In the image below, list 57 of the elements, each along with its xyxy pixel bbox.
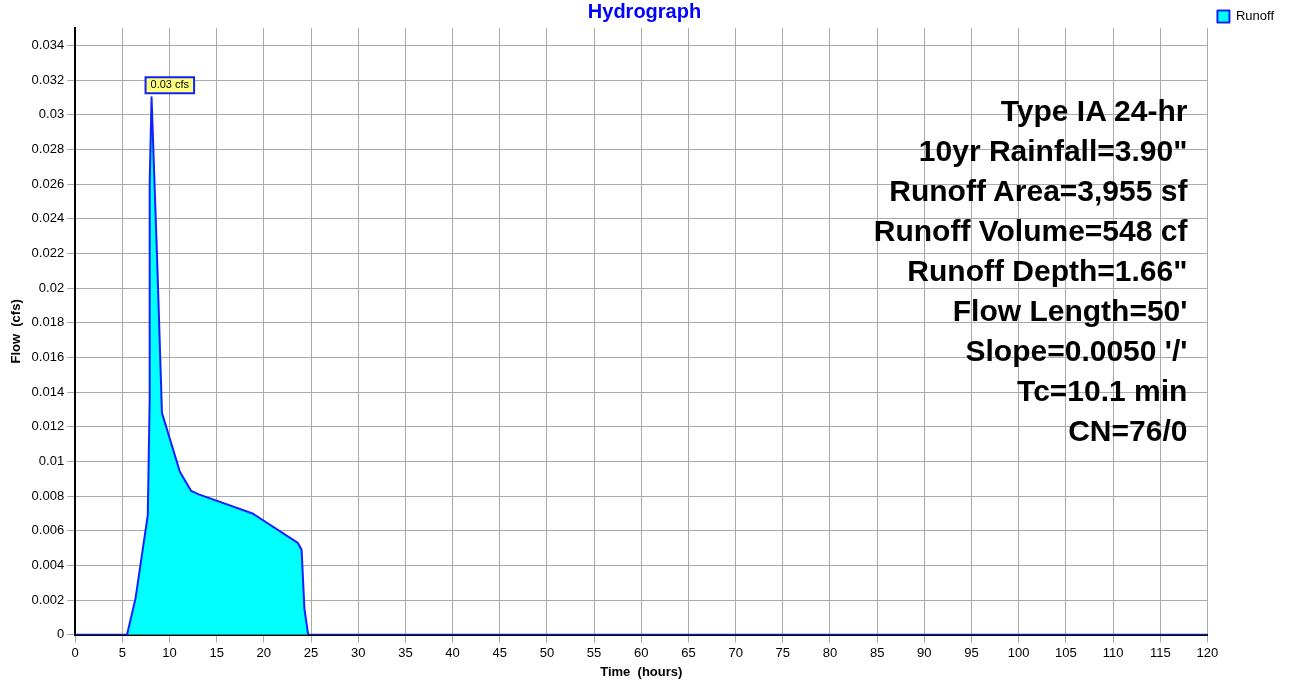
annotation: Runoff Area=3,955 sf: [889, 174, 1189, 208]
y-tick-label: 0.03: [38, 106, 65, 122]
y-tick-label: 0.002: [31, 591, 65, 607]
y-tick-label: 0.02: [38, 279, 65, 295]
y-tick-label: 0.024: [31, 210, 65, 226]
x-tick-label: 25: [303, 645, 319, 661]
y-tick-label: 0.014: [31, 383, 65, 399]
x-tick-label: 0: [71, 645, 79, 661]
y-tick-label: 0.032: [31, 71, 65, 87]
x-tick-label: 90: [917, 645, 932, 661]
x-tick-label: 60: [634, 645, 649, 661]
annotation: 0.03 cfs: [150, 78, 190, 91]
annotation: 10yr Rainfall=3.90": [918, 134, 1188, 168]
x-tick-label: 120: [1196, 645, 1219, 661]
x-tick-label: 80: [822, 645, 838, 661]
x-axis-title: Time (hours): [600, 663, 683, 679]
y-tick-label: 0.012: [31, 418, 65, 434]
y-tick-label: 0.034: [31, 36, 65, 52]
x-tick-label: 45: [492, 645, 507, 661]
y-tick-label: 0.016: [31, 348, 65, 364]
x-tick-label: 95: [964, 645, 979, 661]
annotation: CN=76/0: [1068, 414, 1188, 448]
y-tick-label: 0.006: [31, 522, 65, 538]
x-tick-label: 20: [256, 645, 272, 661]
x-tick-label: 35: [398, 645, 413, 661]
x-tick-label: 5: [118, 645, 126, 661]
annotation: Slope=0.0050 '/': [965, 334, 1188, 368]
x-tick-label: 40: [445, 645, 460, 661]
annotation: Flow Length=50': [952, 294, 1188, 328]
y-tick-label: 0.022: [31, 244, 65, 260]
x-tick-label: 75: [775, 645, 791, 661]
y-tick-label: 0.026: [31, 175, 65, 191]
annotation: Tc=10.1 min: [1017, 374, 1188, 408]
y-tick-label: 0: [56, 626, 65, 642]
y-tick-label: 0.028: [31, 140, 65, 156]
y-tick-label: 0.004: [31, 557, 65, 573]
legend-label: Runoff: [1235, 8, 1275, 24]
y-tick-label: 0.018: [31, 314, 65, 330]
x-tick-label: 105: [1055, 645, 1077, 661]
y-tick-label: 0.008: [31, 487, 65, 503]
annotation: Runoff Volume=548 cf: [873, 214, 1189, 248]
x-tick-label: 15: [209, 645, 224, 661]
chart-title: Hydrograph: [587, 0, 702, 22]
x-tick-label: 85: [869, 645, 885, 661]
x-tick-label: 10: [162, 645, 177, 661]
annotation: Runoff Depth=1.66": [907, 254, 1188, 288]
y-axis-title: Flow (cfs): [8, 299, 24, 364]
annotation: Type IA 24-hr: [1000, 94, 1188, 128]
y-tick-label: 0.01: [38, 453, 65, 469]
x-tick-label: 55: [586, 645, 602, 661]
x-tick-label: 70: [728, 645, 743, 661]
x-tick-label: 30: [350, 645, 366, 661]
x-tick-label: 100: [1007, 645, 1030, 661]
x-tick-label: 65: [681, 645, 696, 661]
x-tick-label: 115: [1149, 645, 1171, 661]
x-tick-label: 110: [1102, 645, 1124, 661]
x-tick-label: 50: [539, 645, 555, 661]
